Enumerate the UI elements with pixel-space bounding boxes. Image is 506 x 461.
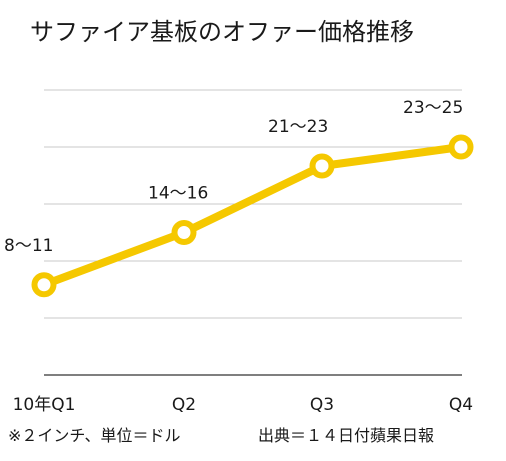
series-line [40,143,465,289]
x-tick-label-1: 10年Q1 [13,395,76,415]
data-label-3: 21〜23 [268,117,328,137]
x-tick-label-4: Q4 [449,395,473,415]
x-tick-labels: 10年Q1 Q2 Q3 Q4 [13,395,474,415]
data-label-2: 14〜16 [148,184,208,204]
series-group [31,134,474,298]
data-point-4 [448,134,474,160]
data-label-1: 8〜11 [4,236,53,256]
x-tick-label-2: Q2 [172,395,196,415]
data-label-4: 23〜25 [403,98,463,118]
footnote-source: 出典＝１４日付蘋果日報 [258,426,434,445]
x-tick-label-3: Q3 [310,395,334,415]
footnote-unit: ※２インチ、単位＝ドル [8,426,180,445]
data-point-2 [171,220,197,245]
chart-title: サファイア基板のオファー価格推移 [30,18,414,46]
data-labels: 8〜11 14〜16 21〜23 23〜25 [4,98,463,256]
gridlines [44,89,462,319]
data-point-1 [31,272,57,298]
data-point-3 [309,153,335,179]
